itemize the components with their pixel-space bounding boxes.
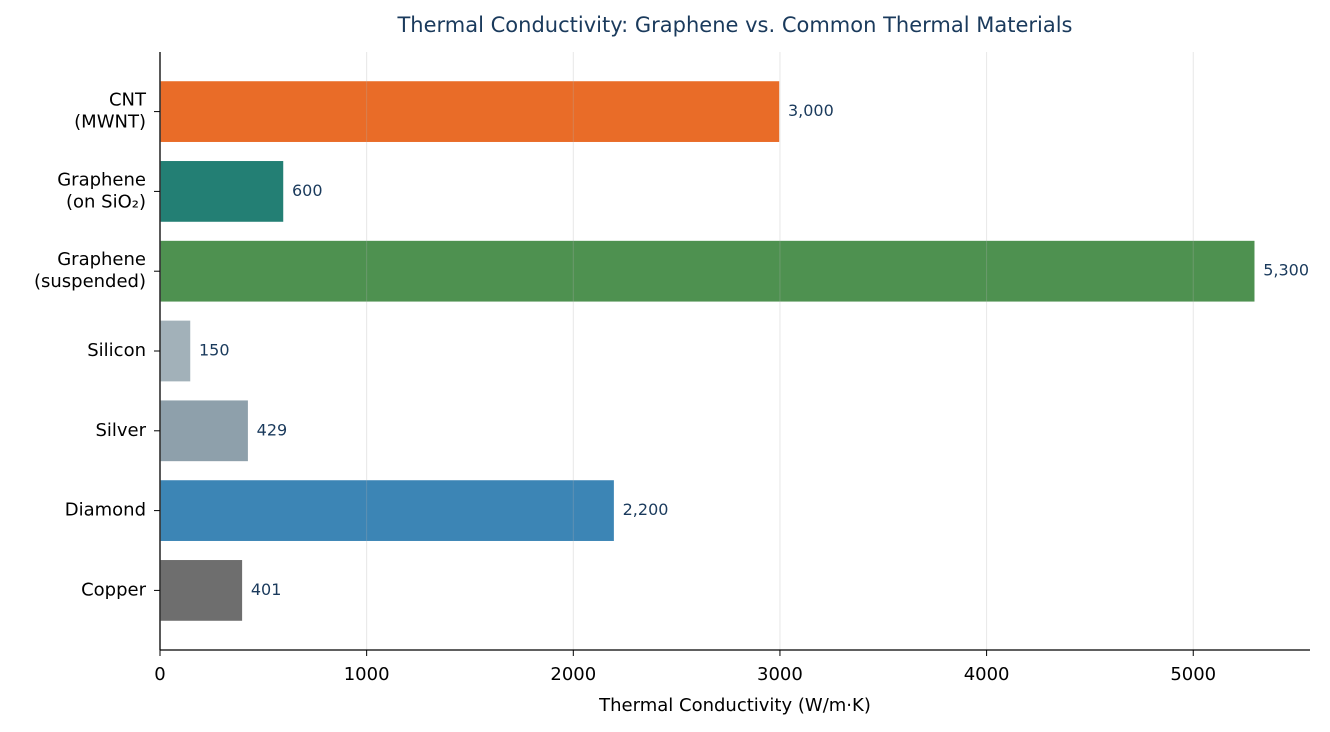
x-tick-label: 0 bbox=[154, 664, 165, 685]
y-tick-label: CNT (MWNT) bbox=[74, 90, 147, 133]
value-label: 401 bbox=[251, 580, 282, 599]
value-label: 3,000 bbox=[788, 101, 834, 120]
y-tick-label: Silicon bbox=[87, 340, 146, 361]
x-axis-label: Thermal Conductivity (W/m·K) bbox=[598, 695, 871, 716]
value-label: 150 bbox=[199, 341, 230, 360]
bar bbox=[159, 79, 781, 144]
x-tick-label: 4000 bbox=[964, 664, 1010, 685]
x-tick-label: 3000 bbox=[757, 664, 803, 685]
y-tick-label: Graphene (on SiO₂) bbox=[57, 169, 146, 212]
value-label: 5,300 bbox=[1263, 261, 1309, 280]
x-tick-label: 2000 bbox=[550, 664, 596, 685]
value-label: 600 bbox=[292, 181, 323, 200]
bar bbox=[159, 398, 250, 463]
x-tick-label: 5000 bbox=[1170, 664, 1216, 685]
y-tick-label: Copper bbox=[81, 579, 147, 600]
bar bbox=[159, 239, 1256, 304]
y-tick-label: Diamond bbox=[65, 500, 146, 521]
value-label: 2,200 bbox=[623, 500, 669, 519]
y-tick-label: Silver bbox=[95, 420, 146, 441]
bar bbox=[159, 319, 192, 383]
chart-title: Thermal Conductivity: Graphene vs. Commo… bbox=[396, 13, 1072, 37]
bar bbox=[159, 558, 244, 623]
value-label: 429 bbox=[257, 420, 288, 439]
bar bbox=[159, 478, 616, 543]
x-tick-label: 1000 bbox=[344, 664, 390, 685]
bar bbox=[159, 159, 285, 224]
y-tick-label: Graphene (suspended) bbox=[34, 249, 146, 292]
